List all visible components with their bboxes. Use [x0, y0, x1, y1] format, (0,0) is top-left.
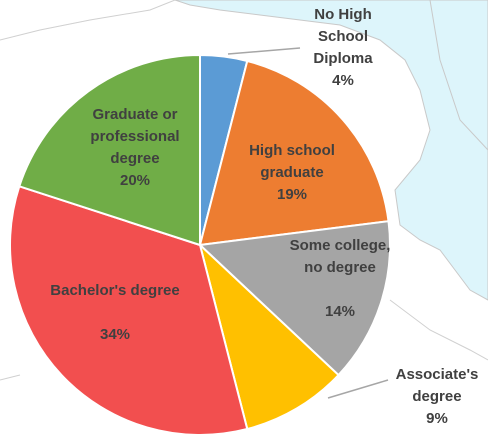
value-label: 4%	[332, 72, 354, 89]
value-label: 20%	[119, 172, 151, 189]
slice-label: Associate's degree	[395, 366, 479, 405]
slice-label: High school graduate	[249, 142, 335, 181]
slice-label: Graduate or professional degree	[90, 106, 180, 167]
value-label: 9%	[426, 410, 448, 427]
pie-slice	[198, 241, 340, 431]
pie-slice	[198, 59, 390, 247]
value-label: 14%	[324, 303, 356, 320]
pie-slice	[197, 220, 391, 377]
pie-slice	[18, 53, 201, 247]
slice-label: No High School Diploma	[313, 6, 373, 67]
map-background	[0, 0, 488, 381]
slice-label: Bachelor's degree	[50, 282, 180, 299]
leader-line	[327, 379, 389, 399]
value-label: 34%	[99, 326, 131, 343]
slice-label: Some college, no degree	[289, 237, 391, 276]
value-label: 19%	[276, 186, 308, 203]
leader-line	[227, 47, 301, 55]
pie-slice	[9, 185, 249, 436]
